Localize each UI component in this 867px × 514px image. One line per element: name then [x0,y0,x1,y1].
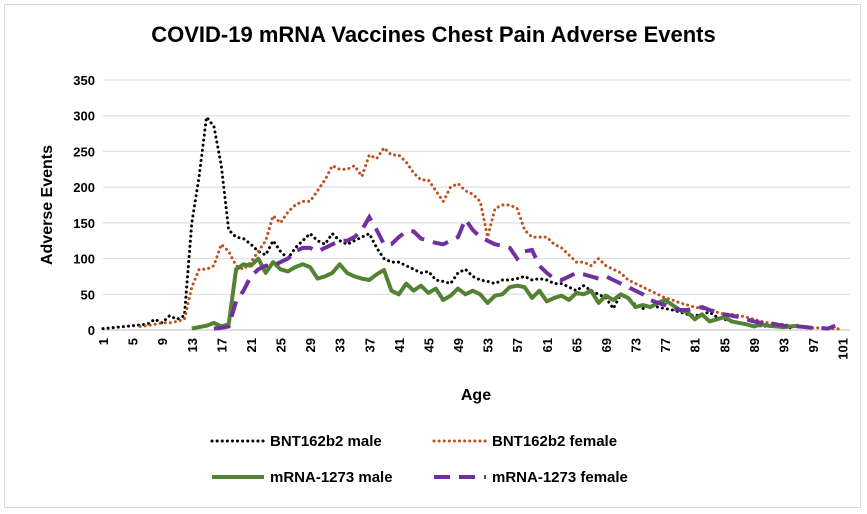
x-tick-label: 77 [658,338,673,352]
legend-label: BNT162b2 male [270,433,382,450]
y-axis-ticks: 0 50 100 150 200 250 300 350 [73,73,95,338]
x-tick-label: 97 [806,338,821,352]
y-tick-label: 350 [73,73,95,88]
x-tick-label: 29 [303,338,318,352]
x-tick-label: 45 [421,338,436,352]
x-tick-label: 61 [540,338,555,352]
x-tick-label: 57 [510,338,525,352]
x-tick-label: 81 [688,338,703,352]
y-axis-label: Adverse Events [39,145,56,265]
x-tick-label: 101 [836,338,851,360]
legend-item: BNT162b2 female [432,433,617,450]
x-tick-label: 41 [392,338,407,352]
x-tick-label: 73 [629,338,644,352]
x-axis-label: Age [461,387,491,404]
y-tick-label: 150 [73,216,95,231]
y-tick-label: 100 [73,252,95,267]
legend-label: mRNA-1273 male [270,469,393,486]
x-tick-label: 69 [599,338,614,352]
legend-item: mRNA-1273 male [212,469,393,486]
legend-item: mRNA-1273 female [434,469,628,486]
y-tick-label: 0 [88,323,95,338]
x-tick-label: 25 [274,338,289,352]
x-tick-label: 89 [747,338,762,352]
y-tick-label: 300 [73,109,95,124]
legend: BNT162b2 male BNT162b2 female mRNA-1273 ma… [210,433,628,486]
y-tick-label: 250 [73,144,95,159]
y-tick-label: 200 [73,180,95,195]
x-tick-label: 9 [155,338,170,345]
x-tick-label: 65 [569,338,584,352]
gridlines [103,79,850,331]
legend-item: BNT162b2 male [210,433,382,450]
legend-label: mRNA-1273 female [492,469,628,486]
series-line-mrna-1273-male [191,256,799,331]
x-tick-label: 5 [126,338,141,345]
x-tick-label: 37 [362,338,377,352]
plot-area [101,113,845,331]
y-tick-label: 50 [81,287,95,302]
x-tick-label: 53 [481,338,496,352]
series-line-mrna-1273-female [213,213,836,331]
x-tick-label: 17 [214,338,229,352]
x-tick-label: 21 [244,338,259,352]
chart-title: COVID-19 mRNA Vaccines Chest Pain Advers… [151,22,716,47]
x-axis-ticks: 1 5 9 13 17 21 25 29 33 37 41 45 49 53 57 61 65 69 73 77 81 8… [96,338,851,360]
series-line-bnt162b2-male [101,113,793,331]
x-tick-label: 49 [451,338,466,352]
x-tick-label: 93 [776,338,791,352]
x-tick-label: 1 [96,338,111,345]
x-tick-label: 85 [717,338,732,352]
x-tick-label: 13 [185,338,200,352]
chart-frame [4,4,861,508]
legend-label: BNT162b2 female [492,433,617,450]
x-tick-label: 33 [333,338,348,352]
